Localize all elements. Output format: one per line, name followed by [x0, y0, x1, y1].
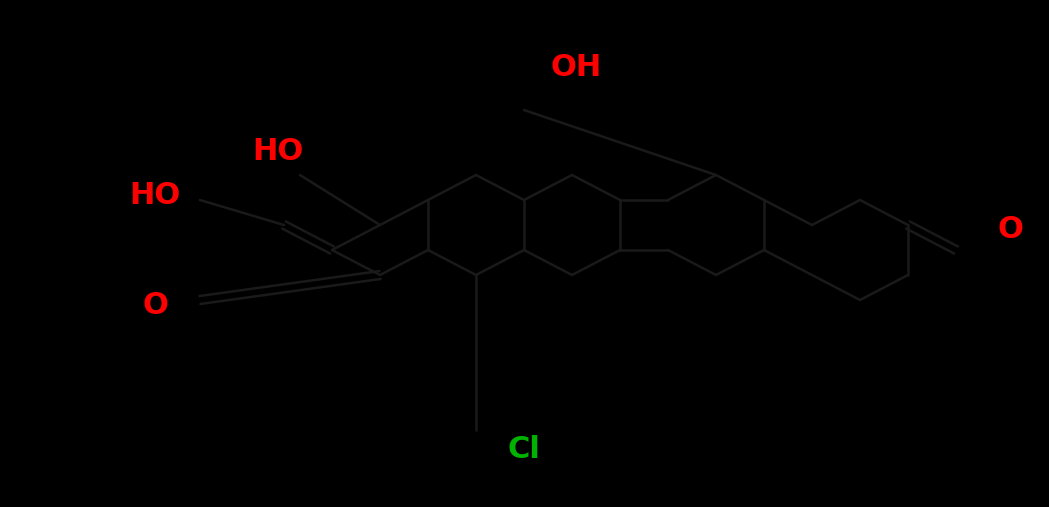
Text: O: O: [997, 215, 1023, 244]
Text: Cl: Cl: [508, 436, 540, 464]
Text: HO: HO: [129, 180, 180, 209]
Text: HO: HO: [253, 137, 303, 166]
Text: O: O: [142, 291, 168, 319]
Text: OH: OH: [551, 54, 602, 83]
